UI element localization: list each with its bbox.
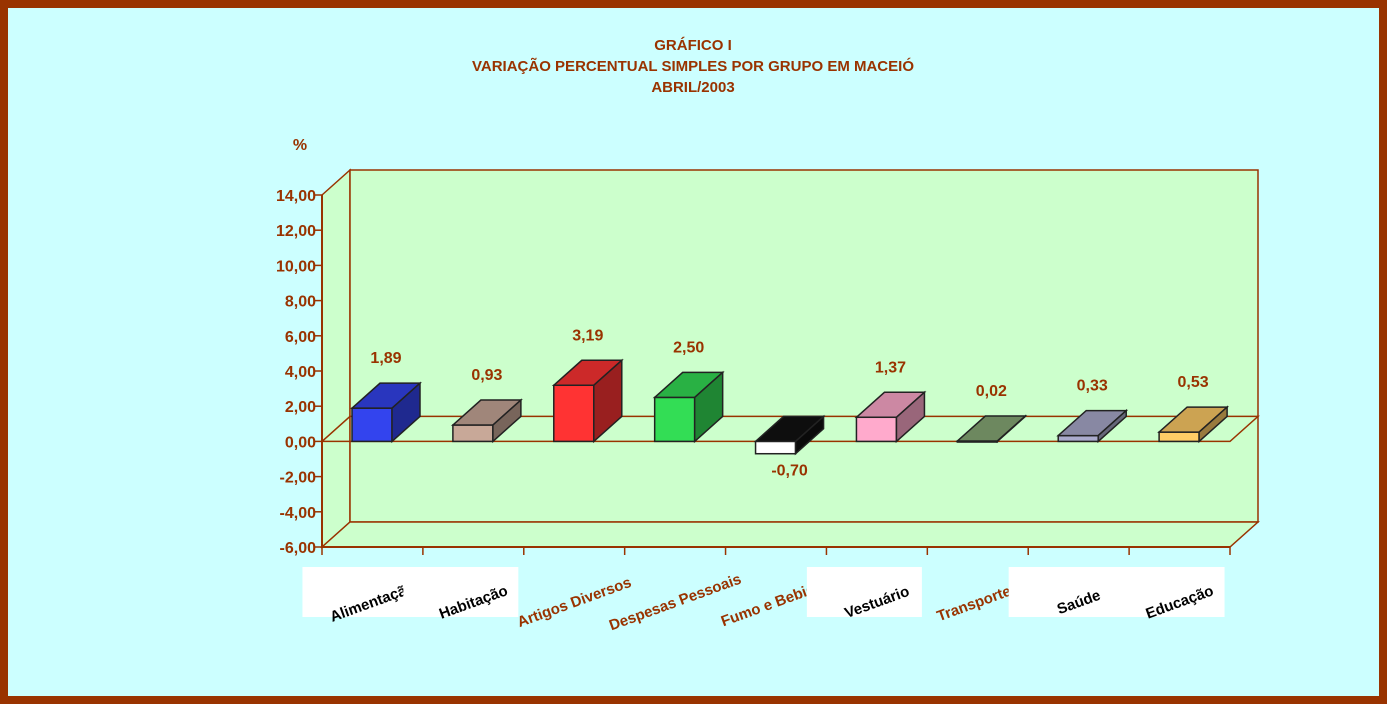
value-label: 0,02 [976,383,1007,400]
bar [652,370,725,444]
bar-front [553,384,595,443]
bar-front [452,424,494,443]
value-label: 1,37 [875,359,906,376]
bar [1157,405,1230,444]
y-axis-label: % [293,137,307,154]
bar-side [693,370,724,444]
bar [350,381,422,444]
value-label: 0,53 [1178,374,1209,391]
bar-side [996,414,1027,444]
label-box [806,567,922,617]
label-box [1008,567,1124,617]
bar [753,414,826,456]
label-box [1109,567,1225,617]
bar-side [593,358,623,444]
zero-plane [321,415,1260,443]
value-label: 0,93 [471,367,502,384]
bar-side [1097,408,1127,444]
bar-front [653,396,696,443]
y-tick-label: -4,00 [280,505,317,522]
bar-front [351,407,393,443]
bar-front [1057,434,1099,443]
y-tick-label: 0,00 [285,434,316,451]
label-box [403,567,519,617]
value-label: 3,19 [572,327,603,344]
bar-front [1158,431,1200,443]
bar [955,414,1028,444]
left-wall [321,168,351,549]
y-tick-label: 8,00 [285,294,316,311]
y-tick-label: -6,00 [280,540,317,557]
bar-side [794,414,825,456]
bar-front [855,416,898,443]
bar-side [391,381,421,444]
title: VARIAÇÃO PERCENTUAL SIMPLES POR GRUPO EM… [472,57,914,75]
title: ABRIL/2003 [651,79,734,96]
y-tick-label: -2,00 [280,470,317,487]
title: GRÁFICO I [654,37,732,54]
bar-side [1198,405,1228,444]
bar-side [895,390,926,444]
bar [1056,408,1129,444]
value-label: -0,70 [771,463,808,480]
y-tick-label: 12,00 [276,223,316,240]
value-label: 0,33 [1077,378,1108,395]
bar [551,358,624,444]
bar-side [492,398,522,444]
label-box [302,567,418,617]
y-tick-label: 10,00 [276,258,316,275]
floor [320,521,1260,548]
y-tick-label: 14,00 [276,188,316,205]
value-label: 2,50 [673,339,704,356]
bar [450,398,523,444]
y-tick-label: 4,00 [285,364,316,381]
y-tick-label: 2,00 [285,399,316,416]
bar-front [754,440,797,455]
value-label: 1,89 [370,350,401,367]
bar [854,390,927,444]
y-tick-label: 6,00 [285,329,316,346]
